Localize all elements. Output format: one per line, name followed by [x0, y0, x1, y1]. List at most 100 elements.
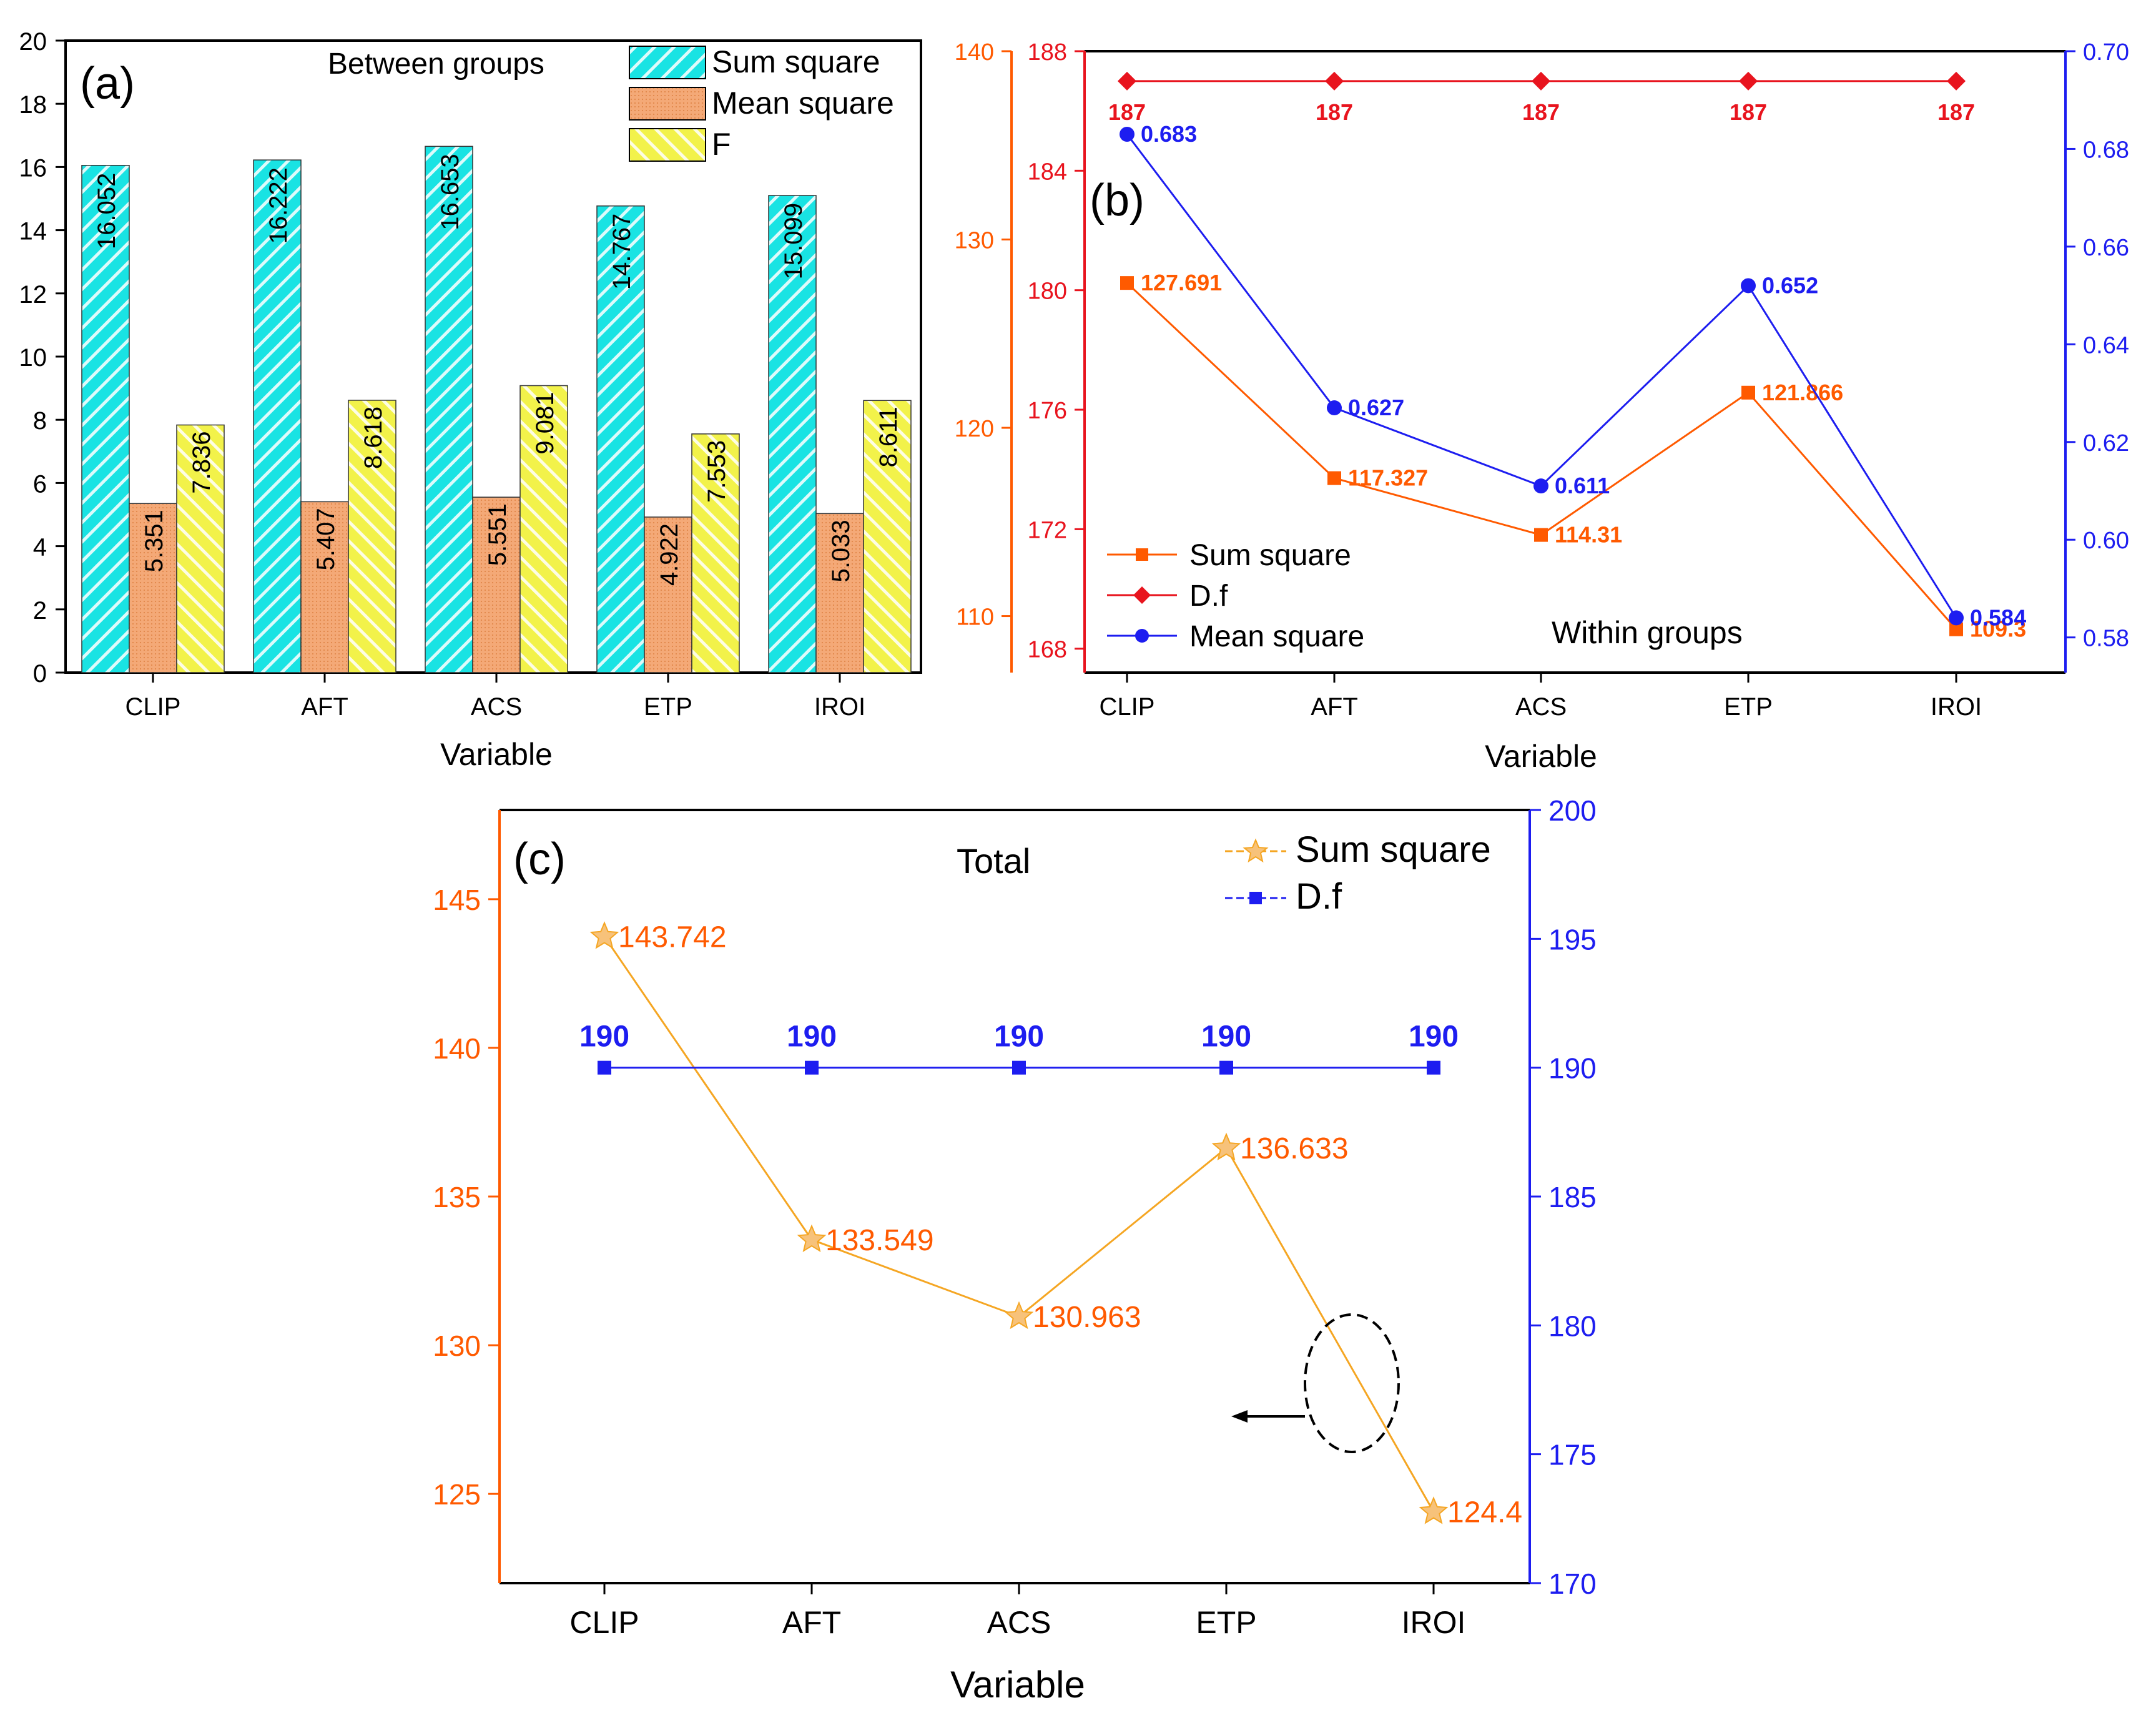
x-tick-label-a: AFT — [301, 693, 348, 721]
point-df-b — [1532, 71, 1550, 91]
point-mean-square-b — [1741, 278, 1756, 294]
point-sum-square-b — [1534, 528, 1548, 542]
data-label-mean-square-b: 0.611 — [1555, 473, 1610, 498]
data-label-df-b: 187 — [1937, 99, 1975, 125]
point-sum-square-c — [1004, 1301, 1034, 1330]
bar-mean-square-a — [815, 513, 864, 673]
data-label-mean-square-b: 0.627 — [1348, 395, 1404, 420]
y-tick-label-right-b: 0.66 — [2083, 235, 2129, 261]
data-label-df-b: 187 — [1522, 99, 1560, 125]
legend-swatch-f-a — [629, 128, 706, 162]
x-tick-label-a: ETP — [644, 693, 692, 721]
y-tick-label-left-c: 130 — [433, 1330, 481, 1362]
y-tick-label-right-b: 0.70 — [2083, 39, 2129, 66]
legend-swatch-mean-square-a — [629, 87, 706, 121]
point-sum-square-c — [1419, 1496, 1449, 1524]
y-tick-label-a: 10 — [19, 344, 47, 372]
y-tick-label-left_outer-b: 140 — [955, 39, 994, 66]
y-tick-label-right-b: 0.62 — [2083, 430, 2129, 457]
y-axes-c: 125 130 135 140 145 170 175 180 185 190 195 200 — [433, 794, 1597, 1600]
point-sum-square-b — [1949, 622, 1963, 636]
point-sum-square-c — [1211, 1132, 1241, 1161]
y-tick-label-right-c: 180 — [1548, 1310, 1597, 1342]
y-tick-label-left_inner-b: 168 — [1028, 637, 1067, 663]
data-label-df-c: 190 — [1201, 1020, 1251, 1054]
point-sum-square-b — [1327, 471, 1341, 485]
data-label-sum-square-c: 130.963 — [1033, 1301, 1141, 1334]
legend-marker-df-b — [1133, 586, 1151, 604]
x-tick-label-c: AFT — [782, 1605, 841, 1640]
series-b: 127.691 117.327 114.31 121.866 109.3 187 187 18… — [1108, 71, 2026, 642]
y-tick-label-right-c: 175 — [1548, 1439, 1597, 1471]
y-tick-label-right-c: 195 — [1548, 923, 1597, 955]
series-c: 143.742 133.549 130.963 136.633 124.4 190 190 1… — [579, 921, 1522, 1529]
legend-marker-df-c — [1249, 892, 1262, 904]
data-label-a: 5.407 — [312, 508, 340, 570]
bar-f-a — [519, 385, 568, 673]
data-label-mean-square-b: 0.652 — [1762, 272, 1818, 298]
x-axis-title-a: Variable — [440, 737, 553, 772]
point-sum-square-b — [1741, 385, 1755, 400]
data-label-df-c: 190 — [787, 1020, 837, 1054]
point-df-c — [1427, 1060, 1440, 1075]
y-tick-label-left_inner-b: 184 — [1028, 159, 1067, 185]
y-tick-label-right-b: 0.58 — [2083, 626, 2129, 652]
legend-label-df-c: D.f — [1296, 876, 1342, 917]
point-df-c — [598, 1060, 611, 1075]
point-mean-square-b — [1533, 478, 1548, 494]
y-tick-label-right-b: 0.68 — [2083, 137, 2129, 163]
x-tick-label-a: ACS — [471, 693, 522, 721]
y-axis-a: 0 2 4 6 8 10 12 14 16 18 20 — [19, 28, 66, 688]
bar-sum-square-a — [425, 146, 473, 673]
y-tick-label-left-c: 145 — [433, 884, 481, 916]
y-tick-label-a: 0 — [33, 660, 47, 688]
panel-label-a: (a) — [80, 59, 135, 109]
data-label-a: 5.033 — [827, 520, 855, 582]
y-tick-label-right-b: 0.64 — [2083, 332, 2129, 358]
legend-label-df-b: D.f — [1189, 580, 1228, 613]
data-label-df-c: 190 — [579, 1020, 629, 1054]
data-label-a: 8.618 — [360, 407, 387, 469]
panel-label-c: (c) — [513, 834, 566, 884]
annotation-ellipse — [1304, 1313, 1400, 1453]
legend-label-sum-square-c: Sum square — [1296, 829, 1491, 870]
data-label-a: 14.767 — [608, 214, 636, 290]
y-tick-label-left_inner-b: 176 — [1028, 398, 1067, 424]
legend-label-sum-square-b: Sum square — [1189, 539, 1351, 572]
x-tick-label-a: IROI — [814, 693, 865, 721]
point-df-c — [805, 1060, 819, 1075]
data-label-a: 8.611 — [875, 407, 902, 467]
point-mean-square-b — [1949, 610, 1964, 626]
bar-f-a — [863, 400, 912, 673]
data-label-a: 16.222 — [265, 167, 292, 244]
x-axis-title-b: Variable — [1485, 739, 1597, 774]
y-tick-label-left-c: 140 — [433, 1032, 481, 1065]
y-tick-label-left_outer-b: 130 — [955, 228, 994, 254]
y-tick-label-a: 8 — [33, 407, 47, 435]
y-tick-label-a: 18 — [19, 91, 47, 119]
point-df-c — [1012, 1060, 1026, 1075]
data-label-sum-square-b: 117.327 — [1348, 465, 1428, 491]
legend-label-mean-square-b: Mean square — [1189, 620, 1364, 653]
data-label-df-c: 190 — [1409, 1020, 1459, 1054]
panel-b: 110 120 130 140 168 172 176 180 184 188 0.58 0.60 0.… — [955, 39, 2129, 774]
legend-marker-sum-square-b — [1136, 548, 1148, 561]
data-label-mean-square-b: 0.584 — [1970, 605, 2026, 630]
panel-label-b: (b) — [1090, 175, 1144, 225]
series-line-sum-square-b — [1126, 282, 1957, 630]
point-mean-square-b — [1327, 400, 1342, 416]
y-tick-label-a: 20 — [19, 28, 47, 56]
x-tick-label-b: IROI — [1931, 693, 1982, 721]
panel-a: 0 2 4 6 8 10 12 14 16 18 20 16.052 5.351 7.836 16.222… — [19, 28, 922, 772]
bar-mean-square-a — [644, 516, 692, 673]
y-tick-label-left-c: 125 — [433, 1478, 481, 1511]
x-axis-title-c: Variable — [950, 1664, 1085, 1706]
x-tick-label-a: CLIP — [126, 693, 181, 721]
data-label-sum-square-c: 124.4 — [1447, 1496, 1522, 1529]
legend-label-mean-square-a: Mean square — [712, 86, 894, 121]
data-label-a: 16.653 — [436, 154, 464, 230]
point-df-b — [1947, 71, 1966, 91]
y-tick-label-left-c: 135 — [433, 1181, 481, 1213]
bar-sum-square-a — [81, 165, 130, 673]
